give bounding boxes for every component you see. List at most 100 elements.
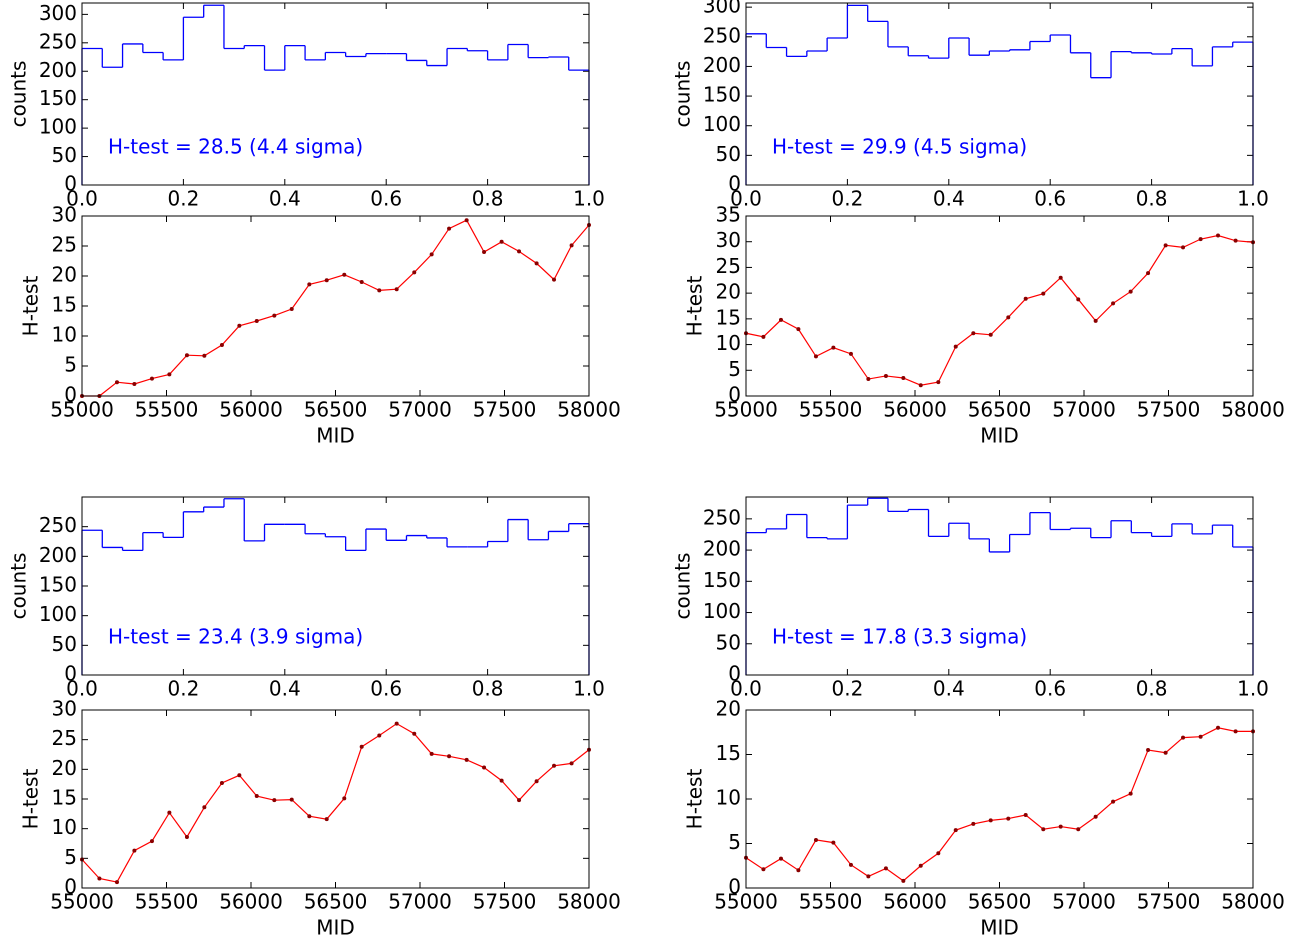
point xyxy=(359,744,364,749)
y-tick-label: 100 xyxy=(39,115,77,139)
point xyxy=(534,779,539,784)
x-tick-label: 56500 xyxy=(304,890,368,914)
x-tick-label: 0.4 xyxy=(933,677,965,701)
x-tick-label: 0.8 xyxy=(472,677,504,701)
x-tick-label: 0.6 xyxy=(1034,187,1066,211)
point xyxy=(499,778,504,783)
point xyxy=(1076,297,1081,302)
x-tick-label: 55000 xyxy=(50,890,114,914)
x-tick-label: 0.4 xyxy=(269,677,301,701)
y-tick-label: 0 xyxy=(64,172,77,196)
x-tick-label: 1.0 xyxy=(573,187,605,211)
x-tick-label: 0.6 xyxy=(370,187,402,211)
point xyxy=(936,851,941,856)
x-tick-label: 56000 xyxy=(219,890,283,914)
x-tick-label: 0.0 xyxy=(730,677,762,701)
x-axis-label: MID xyxy=(980,424,1019,448)
y-axis-label: counts xyxy=(671,61,695,128)
axes-frame xyxy=(745,496,1254,676)
line xyxy=(745,234,1254,386)
axes-frame xyxy=(745,215,1254,397)
point xyxy=(552,277,557,282)
point xyxy=(254,319,259,323)
point xyxy=(114,380,119,385)
annotation: H-test = 17.8 (3.3 sigma) xyxy=(772,625,1027,649)
point xyxy=(534,261,539,266)
point xyxy=(848,351,853,356)
point xyxy=(1058,824,1063,829)
point xyxy=(569,243,574,248)
y-tick-label: 20 xyxy=(52,756,77,780)
point xyxy=(307,814,312,819)
point xyxy=(1233,238,1238,243)
point xyxy=(324,817,329,822)
y-axis-label: H-test xyxy=(19,769,43,830)
x-tick-label: 55500 xyxy=(135,890,199,914)
point xyxy=(1128,791,1133,796)
annotation: H-test = 23.4 (3.9 sigma) xyxy=(108,625,363,649)
point xyxy=(1198,734,1203,739)
y-tick-label: 250 xyxy=(39,513,77,537)
point xyxy=(883,373,888,378)
point xyxy=(307,282,312,287)
y-tick-label: 150 xyxy=(39,573,77,597)
point xyxy=(1111,301,1116,306)
axes-frame xyxy=(745,709,1254,889)
point xyxy=(1163,750,1168,755)
y-tick-label: 200 xyxy=(703,53,741,77)
y-tick-label: 10 xyxy=(52,815,77,839)
point xyxy=(1146,271,1151,276)
y-tick-label: 250 xyxy=(703,23,741,47)
point xyxy=(272,798,277,803)
point xyxy=(761,867,766,872)
x-tick-label: 56500 xyxy=(304,398,368,422)
point xyxy=(202,353,207,358)
y-tick-label: 0 xyxy=(64,875,77,899)
y-tick-label: 25 xyxy=(52,233,77,257)
x-tick-label: 56000 xyxy=(883,890,947,914)
y-tick-label: 20 xyxy=(52,263,77,287)
point xyxy=(778,317,783,322)
x-tick-label: 1.0 xyxy=(1237,677,1269,701)
point xyxy=(1041,827,1046,832)
x-tick-label: 0.0 xyxy=(66,187,98,211)
x-tick-label: 57500 xyxy=(473,398,537,422)
x-tick-label: 0.6 xyxy=(370,677,402,701)
point xyxy=(1181,735,1186,740)
point xyxy=(936,380,941,385)
y-tick-label: 10 xyxy=(716,331,741,355)
y-tick-label: 30 xyxy=(52,697,77,721)
point xyxy=(1023,296,1028,301)
x-tick-label: 58000 xyxy=(557,398,621,422)
point xyxy=(1163,243,1168,248)
point xyxy=(1093,318,1098,323)
x-tick-label: 0.0 xyxy=(66,677,98,701)
y-axis-label: H-test xyxy=(683,769,707,830)
point xyxy=(796,327,801,332)
x-tick-label: 0.8 xyxy=(1136,187,1168,211)
point xyxy=(831,345,836,350)
x-tick-label: 0.2 xyxy=(167,187,199,211)
point xyxy=(464,757,469,762)
point xyxy=(517,798,522,803)
x-tick-label: 0.8 xyxy=(472,187,504,211)
x-tick-label: 57500 xyxy=(1137,890,1201,914)
x-tick-label: 55000 xyxy=(50,398,114,422)
y-tick-label: 200 xyxy=(39,543,77,567)
y-tick-label: 20 xyxy=(716,280,741,304)
point xyxy=(429,252,434,257)
point xyxy=(394,287,399,292)
x-tick-label: 0.2 xyxy=(167,677,199,701)
point xyxy=(901,878,906,883)
point xyxy=(1181,245,1186,250)
point xyxy=(342,796,347,801)
point xyxy=(377,733,382,738)
point xyxy=(901,376,906,380)
y-tick-label: 250 xyxy=(39,29,77,53)
point xyxy=(1216,233,1221,238)
x-tick-label: 0.4 xyxy=(269,187,301,211)
point xyxy=(289,307,294,311)
point xyxy=(254,794,259,799)
x-tick-label: 55000 xyxy=(714,398,778,422)
x-tick-label: 57000 xyxy=(388,398,452,422)
